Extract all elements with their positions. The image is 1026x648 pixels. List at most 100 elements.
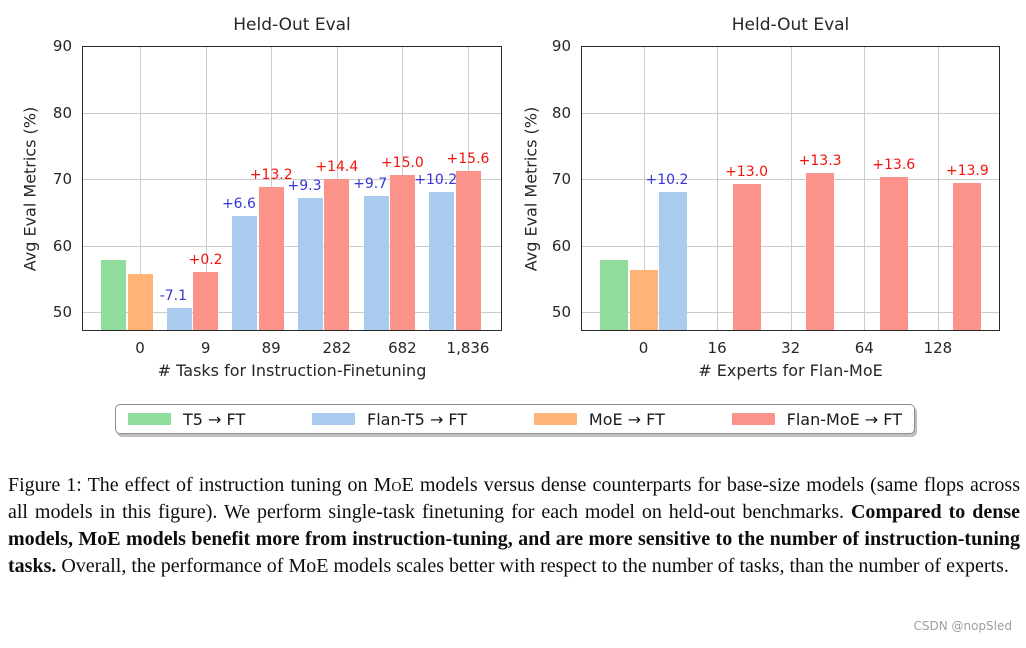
x-tick-label: 89: [261, 339, 281, 357]
gridline: [205, 46, 207, 331]
bar-flan_moe-9: [193, 272, 219, 331]
bar-value-label: +0.2: [188, 252, 223, 269]
bar-value-label: +14.4: [315, 158, 359, 175]
bar-t5-0: [600, 260, 629, 331]
gridline: [937, 46, 939, 331]
gridline: [643, 46, 645, 331]
bar-flan_moe-16: [732, 183, 761, 331]
caption-segment: Overall, the performance of MoE models s…: [56, 555, 1009, 577]
gridline: [82, 245, 502, 247]
bar-value-label: +6.6: [221, 196, 256, 213]
plot-frame: [581, 46, 1000, 331]
y-tick-label: 90: [551, 37, 571, 55]
x-tick-label: 64: [854, 339, 874, 357]
x-tick-label: 9: [200, 339, 211, 357]
y-tick-label: 90: [52, 37, 72, 55]
bar-value-label: +15.0: [380, 154, 424, 171]
bar-flan_t5-282: [298, 198, 324, 331]
x-tick-label: 128: [923, 339, 953, 357]
legend-label: Flan-T5 → FT: [367, 409, 468, 429]
y-axis-label: Avg Eval Metrics (%): [521, 106, 541, 271]
x-tick-label: 682: [388, 339, 417, 357]
bar-flan_t5-89: [232, 216, 258, 331]
legend-swatch-flan_t5: [312, 413, 355, 425]
x-tick-label: 282: [322, 339, 352, 357]
bar-flan_t5-682: [363, 195, 389, 331]
bar-moe-0: [629, 270, 658, 331]
figure-caption: Figure 1: The effect of instruction tuni…: [8, 472, 1020, 580]
bar-value-label: +13.2: [249, 166, 293, 183]
legend-swatch-t5: [128, 413, 171, 425]
watermark: CSDN @nopSled: [913, 619, 1012, 633]
y-tick-label: 80: [551, 103, 571, 122]
legend-label: MoE → FT: [588, 409, 665, 429]
x-tick-label: 0: [135, 339, 145, 357]
x-axis-label: # Tasks for Instruction-Finetuning: [157, 361, 427, 380]
legend-item-t5: T5 → FT: [128, 410, 245, 429]
y-tick-label: 80: [52, 103, 72, 122]
bar-value-label: -7.1: [159, 287, 188, 304]
legend-label: Flan-MoE → FT: [786, 409, 902, 429]
y-tick-label: 70: [551, 170, 571, 189]
bar-value-label: +9.7: [353, 175, 388, 192]
x-tick-label: 32: [781, 339, 801, 357]
legend-item-flan_moe: Flan-MoE → FT: [731, 409, 902, 429]
bar-t5-0: [101, 260, 127, 331]
gridline: [82, 179, 502, 181]
bar-flan_moe-1836: [455, 170, 481, 331]
bar-value-label: +10.2: [645, 172, 689, 189]
bar-value-label: +13.3: [798, 152, 842, 169]
bar-value-label: +15.6: [446, 150, 490, 167]
y-tick-label: 60: [52, 236, 72, 255]
caption-segment: MoE: [373, 474, 414, 496]
legend-item-flan_t5: Flan-T5 → FT: [312, 410, 467, 429]
chart-title: Held-Out Eval: [731, 15, 850, 35]
gridline: [581, 112, 1000, 114]
x-tick-label: 0: [638, 339, 649, 357]
bar-flan_moe-682: [389, 174, 415, 331]
gridline: [790, 46, 792, 331]
bar-value-label: +10.2: [414, 172, 458, 189]
y-tick-label: 50: [52, 303, 72, 322]
caption-segment: Compared to dense models, MoE models ben…: [8, 501, 1020, 577]
bar-value-label: +9.3: [287, 178, 322, 195]
legend-swatch-flan_moe: [731, 413, 775, 425]
bar-moe-0: [127, 273, 153, 331]
bar-flan_t5-1836: [429, 192, 455, 331]
bar-flan_moe-64: [879, 176, 908, 331]
bar-flan_moe-282: [324, 178, 350, 331]
caption-segment: models versus dense counterparts for bas…: [8, 474, 1020, 523]
x-tick-label: 1,836: [446, 339, 490, 357]
plot-frame: [82, 46, 502, 331]
chart-title: Held-Out Eval: [233, 15, 351, 35]
legend: T5 → FT Flan-T5 → FT MoE → FT Flan-MoE → FT: [115, 404, 915, 434]
gridline: [581, 179, 1000, 181]
x-tick-label: 16: [707, 339, 727, 357]
caption-segment: Figure 1: The effect of instruction tuni…: [8, 474, 374, 496]
gridline: [581, 312, 1000, 314]
legend-item-moe: MoE → FT: [533, 409, 665, 429]
y-tick-label: 50: [551, 303, 571, 322]
y-tick-label: 60: [551, 236, 571, 255]
gridline: [82, 312, 502, 314]
bar-flan_moe-128: [953, 182, 982, 331]
bar-value-label: +13.6: [872, 156, 916, 173]
bar-value-label: +13.9: [945, 162, 989, 179]
gridline: [581, 245, 1000, 247]
bar-flan_moe-89: [258, 186, 284, 331]
gridline: [717, 46, 719, 331]
legend-swatch-moe: [533, 413, 577, 425]
x-axis-label: # Experts for Flan-MoE: [698, 361, 883, 380]
gridline: [82, 112, 502, 114]
legend-label: T5 → FT: [183, 409, 246, 429]
bar-value-label: +13.0: [725, 163, 768, 180]
bar-flan_t5-9: [166, 307, 192, 331]
gridline: [864, 46, 866, 331]
gridline: [140, 46, 141, 331]
y-tick-label: 70: [52, 170, 72, 189]
bar-flan_moe-32: [806, 172, 835, 331]
bar-flan_t5-0: [658, 192, 687, 331]
